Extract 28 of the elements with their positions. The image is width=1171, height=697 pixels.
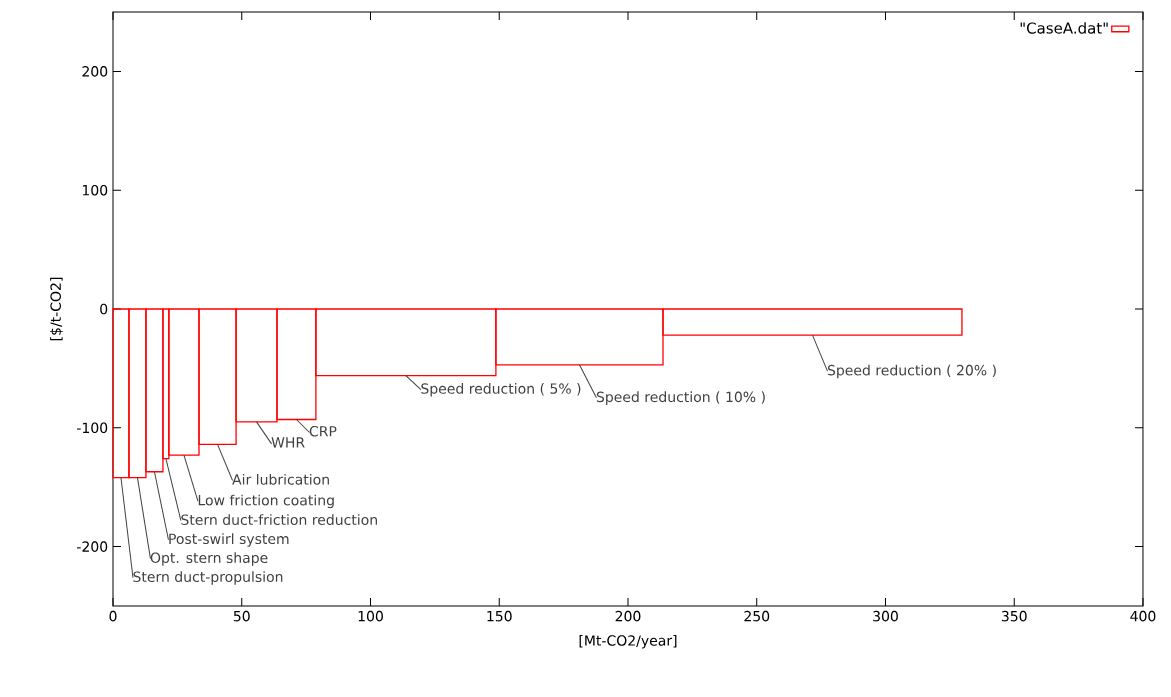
x-tick-label: 250 — [744, 610, 770, 622]
annotation: Air lubrication — [232, 473, 329, 485]
x-tick-label: 300 — [873, 610, 898, 622]
x-tick-label: 100 — [358, 610, 383, 622]
annotation: CRP — [309, 425, 337, 437]
x-tick-label: 200 — [615, 610, 641, 622]
y-axis-title: [$/t-CO2] — [50, 277, 63, 341]
y-tick-label: 0 — [100, 303, 108, 315]
annotation: Speed reduction ( 10% ) — [596, 391, 765, 405]
annotation: Stern duct-propulsion — [133, 571, 283, 585]
y-tick-label: -200 — [77, 541, 108, 552]
annotation: Speed reduction ( 20% ) — [827, 364, 996, 379]
y-tick-label: -100 — [77, 422, 108, 434]
annotation: Speed reduction ( 5% ) — [421, 383, 581, 397]
x-tick-label: 400 — [1130, 610, 1156, 622]
x-tick-label: 50 — [233, 610, 250, 622]
y-tick-label: 200 — [82, 66, 108, 77]
annotation: Stern duct-friction reduction — [181, 514, 377, 526]
x-tick-label: 150 — [487, 610, 512, 622]
annotation: Low friction coating — [198, 494, 334, 509]
annotation: Opt. stern shape — [150, 552, 268, 566]
annotation: WHR — [271, 437, 305, 448]
y-tick-label: 100 — [82, 184, 108, 196]
x-tick-label: 0 — [109, 610, 117, 622]
legend-label: "CaseA.dat" — [1020, 22, 1108, 34]
x-tick-label: 350 — [1001, 610, 1027, 622]
x-axis-title: [Mt-CO2/year] — [579, 634, 677, 649]
annotation: Post-swirl system — [169, 533, 289, 547]
